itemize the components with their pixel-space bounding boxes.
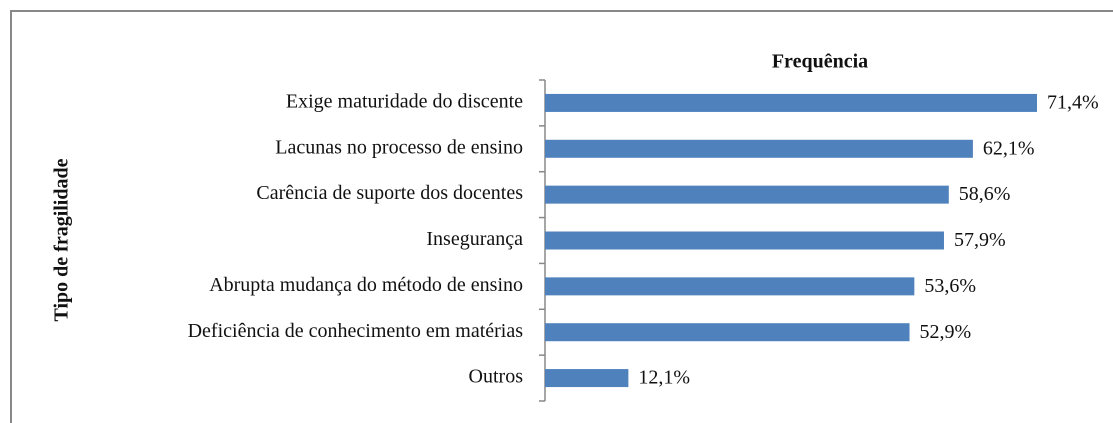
bar [545,277,915,296]
chart-title: Frequência [772,51,868,73]
bar [545,323,910,342]
category-label: Abrupta mudança do método de ensino [209,274,523,296]
bar [545,231,944,250]
category-label: Deficiência de conhecimento em matérias [188,320,524,342]
value-label: 57,9% [954,229,1006,251]
category-label: Exige maturidade do discente [286,91,523,113]
category-label: Outros [469,366,524,388]
y-axis-title: Tipo de fragilidade [51,158,73,321]
category-label: Insegurança [426,228,523,250]
value-label: 52,9% [920,321,972,343]
chart-frame [10,10,1113,423]
bar [545,185,949,204]
value-label: 12,1% [638,367,690,389]
value-label: 53,6% [924,275,976,297]
category-label: Lacunas no processo de ensino [275,136,523,158]
bar [545,139,973,158]
category-label: Carência de suporte dos docentes [256,182,523,204]
value-label: 58,6% [959,183,1011,205]
bar [545,369,629,388]
bar [545,93,1037,112]
value-label: 62,1% [983,137,1035,159]
value-label: 71,4% [1047,92,1099,114]
